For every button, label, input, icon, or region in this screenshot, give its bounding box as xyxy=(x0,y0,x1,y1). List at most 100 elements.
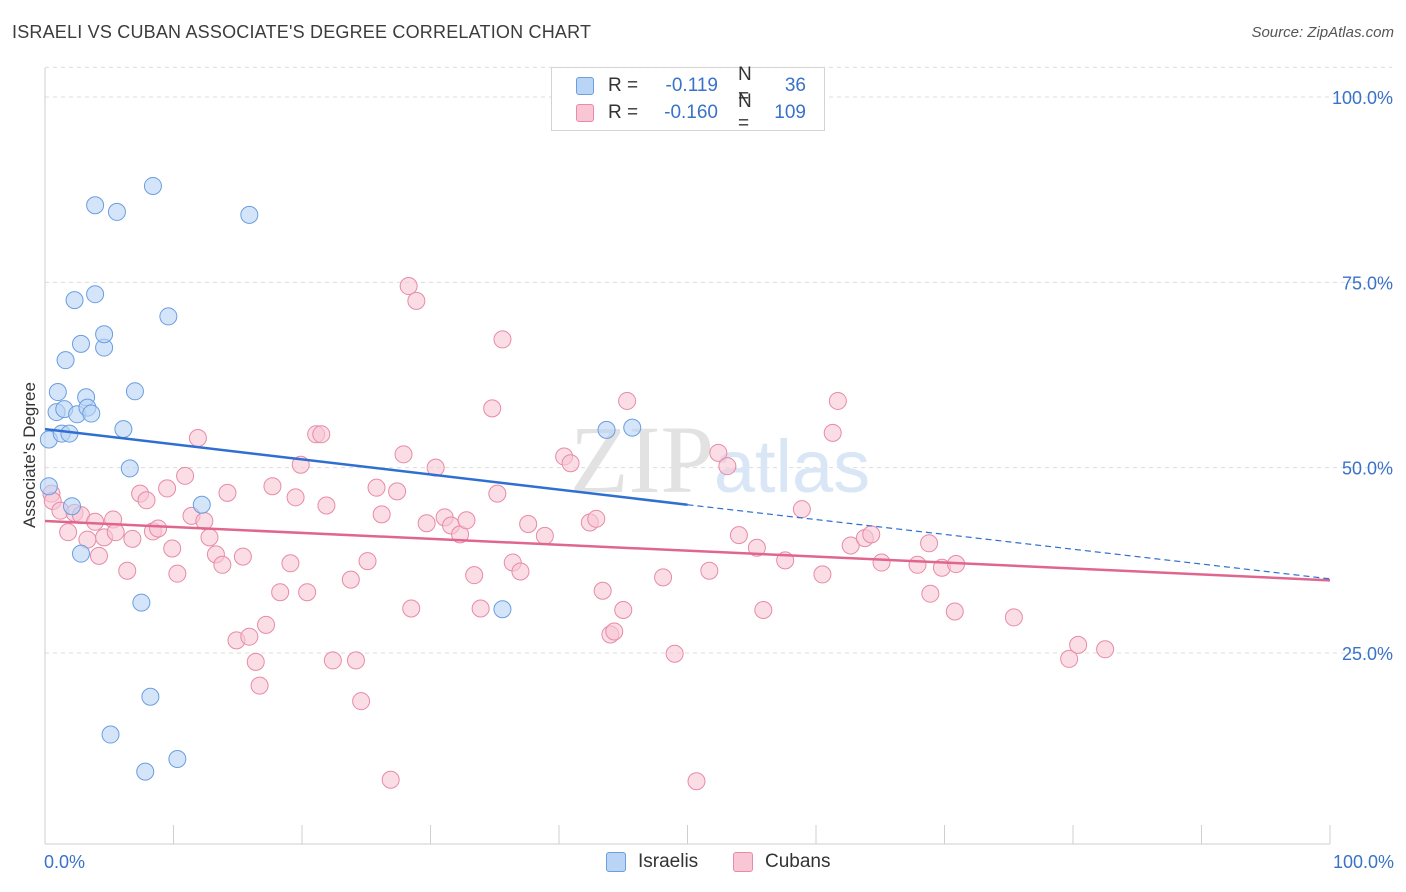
cubans-point xyxy=(920,534,939,553)
israelis-point xyxy=(101,725,120,744)
israelis-points xyxy=(39,176,642,781)
cubans-point xyxy=(281,554,300,573)
cubans-point xyxy=(399,277,418,296)
watermark: ZIPatlas xyxy=(570,406,870,513)
israelis-point xyxy=(71,334,90,353)
cubans-point xyxy=(240,627,259,646)
cubans-point xyxy=(862,525,881,544)
cubans-point xyxy=(535,526,554,545)
legend-row-cubans: R = -0.160 N = 109 xyxy=(576,91,806,134)
cubans-point xyxy=(163,539,182,558)
watermark-atlas: atlas xyxy=(714,425,870,508)
cubans-point xyxy=(823,423,842,442)
cubans-point xyxy=(792,500,811,519)
grid-layer xyxy=(45,66,1392,654)
r-value: -0.160 xyxy=(664,102,718,123)
cubans-point xyxy=(158,479,177,498)
cubans-point xyxy=(687,772,706,791)
cubans-point xyxy=(246,652,265,671)
cubans-point xyxy=(493,330,512,349)
cubans-point xyxy=(465,566,484,585)
cubans-point xyxy=(593,581,612,600)
source-credit: Source: ZipAtlas.com xyxy=(1251,24,1394,41)
cubans-point xyxy=(511,562,530,581)
cubans-point xyxy=(317,496,336,515)
axis-layer xyxy=(44,68,1331,845)
cubans-point xyxy=(118,561,137,580)
cubans-point xyxy=(257,615,276,634)
israelis-point xyxy=(168,750,187,769)
cubans-point xyxy=(709,443,728,462)
israelis-point xyxy=(143,176,162,195)
cubans-point xyxy=(561,454,580,473)
cubans-point xyxy=(271,583,290,602)
cubans-point xyxy=(168,564,187,583)
cubans-point xyxy=(188,429,207,448)
y-tick-label: 50.0% xyxy=(1342,459,1393,479)
y-tick-label: 25.0% xyxy=(1342,644,1393,664)
legend-row-israelis: R = -0.119 N = 36 xyxy=(576,64,806,107)
cubans-point xyxy=(123,529,142,548)
cubans-point xyxy=(872,553,891,572)
cubans-point xyxy=(754,601,773,620)
cubans-point xyxy=(358,552,377,571)
cubans-point xyxy=(59,523,78,542)
israelis-point xyxy=(86,285,105,304)
r-label: R = xyxy=(608,75,639,96)
r-value: -0.119 xyxy=(665,75,718,96)
cubans-point xyxy=(1060,649,1079,668)
cubans-point xyxy=(457,511,476,530)
x-tick-left: 0.0% xyxy=(44,852,86,872)
r-label: R = xyxy=(608,102,639,123)
cubans-point xyxy=(298,583,317,602)
israelis-point xyxy=(240,205,259,224)
israelis-point xyxy=(82,404,101,423)
legend-item-cubans[interactable]: Cubans xyxy=(733,851,831,873)
cubans-point xyxy=(367,478,386,497)
n-label: N = xyxy=(738,64,752,107)
israelis-point xyxy=(192,495,211,514)
israelis-point xyxy=(107,202,126,221)
cubans-point xyxy=(286,488,305,507)
cubans-point xyxy=(407,291,426,310)
correlation-legend: R = -0.119 N = 36 R = -0.160 N = 109 xyxy=(551,64,825,134)
cubans-point xyxy=(665,644,684,663)
israelis-point xyxy=(86,196,105,215)
israelis-trend-line xyxy=(44,427,688,506)
legend-item-israelis[interactable]: Israelis xyxy=(606,851,698,873)
israelis-point xyxy=(132,593,151,612)
cubans-point xyxy=(402,599,421,618)
y-tick-label: 100.0% xyxy=(1332,88,1393,108)
cubans-point xyxy=(519,515,538,534)
cubans-point xyxy=(587,509,606,528)
israelis-point xyxy=(120,459,139,478)
cubans-point xyxy=(417,514,436,533)
watermark-zip: ZIP xyxy=(570,406,714,513)
cubans-point xyxy=(828,391,847,410)
israelis-point xyxy=(56,351,75,370)
cubans-point xyxy=(1069,635,1088,654)
israelis-point xyxy=(136,762,155,781)
israelis-point xyxy=(114,420,133,439)
cubans-point xyxy=(388,482,407,501)
cubans-point xyxy=(137,491,156,510)
israelis-legend-label: Israelis xyxy=(638,851,699,872)
chart-title: ISRAELI VS CUBAN ASSOCIATE'S DEGREE CORR… xyxy=(12,22,592,42)
cubans-point xyxy=(346,651,365,670)
israelis-point xyxy=(597,420,616,439)
cubans-point xyxy=(312,425,331,444)
trend-layer xyxy=(44,427,1331,582)
cubans-point xyxy=(605,622,624,641)
cubans-point xyxy=(908,555,927,574)
cubans-point xyxy=(149,519,168,538)
cubans-points xyxy=(42,277,1115,791)
cubans-point xyxy=(218,483,237,502)
israelis-point xyxy=(48,383,67,402)
cubans-point xyxy=(483,399,502,418)
cubans-point xyxy=(729,526,748,545)
cubans-point xyxy=(200,528,219,547)
cubans-point xyxy=(921,584,940,603)
cubans-point xyxy=(1096,640,1115,659)
cubans-point xyxy=(372,505,391,524)
israelis-point xyxy=(141,687,160,706)
